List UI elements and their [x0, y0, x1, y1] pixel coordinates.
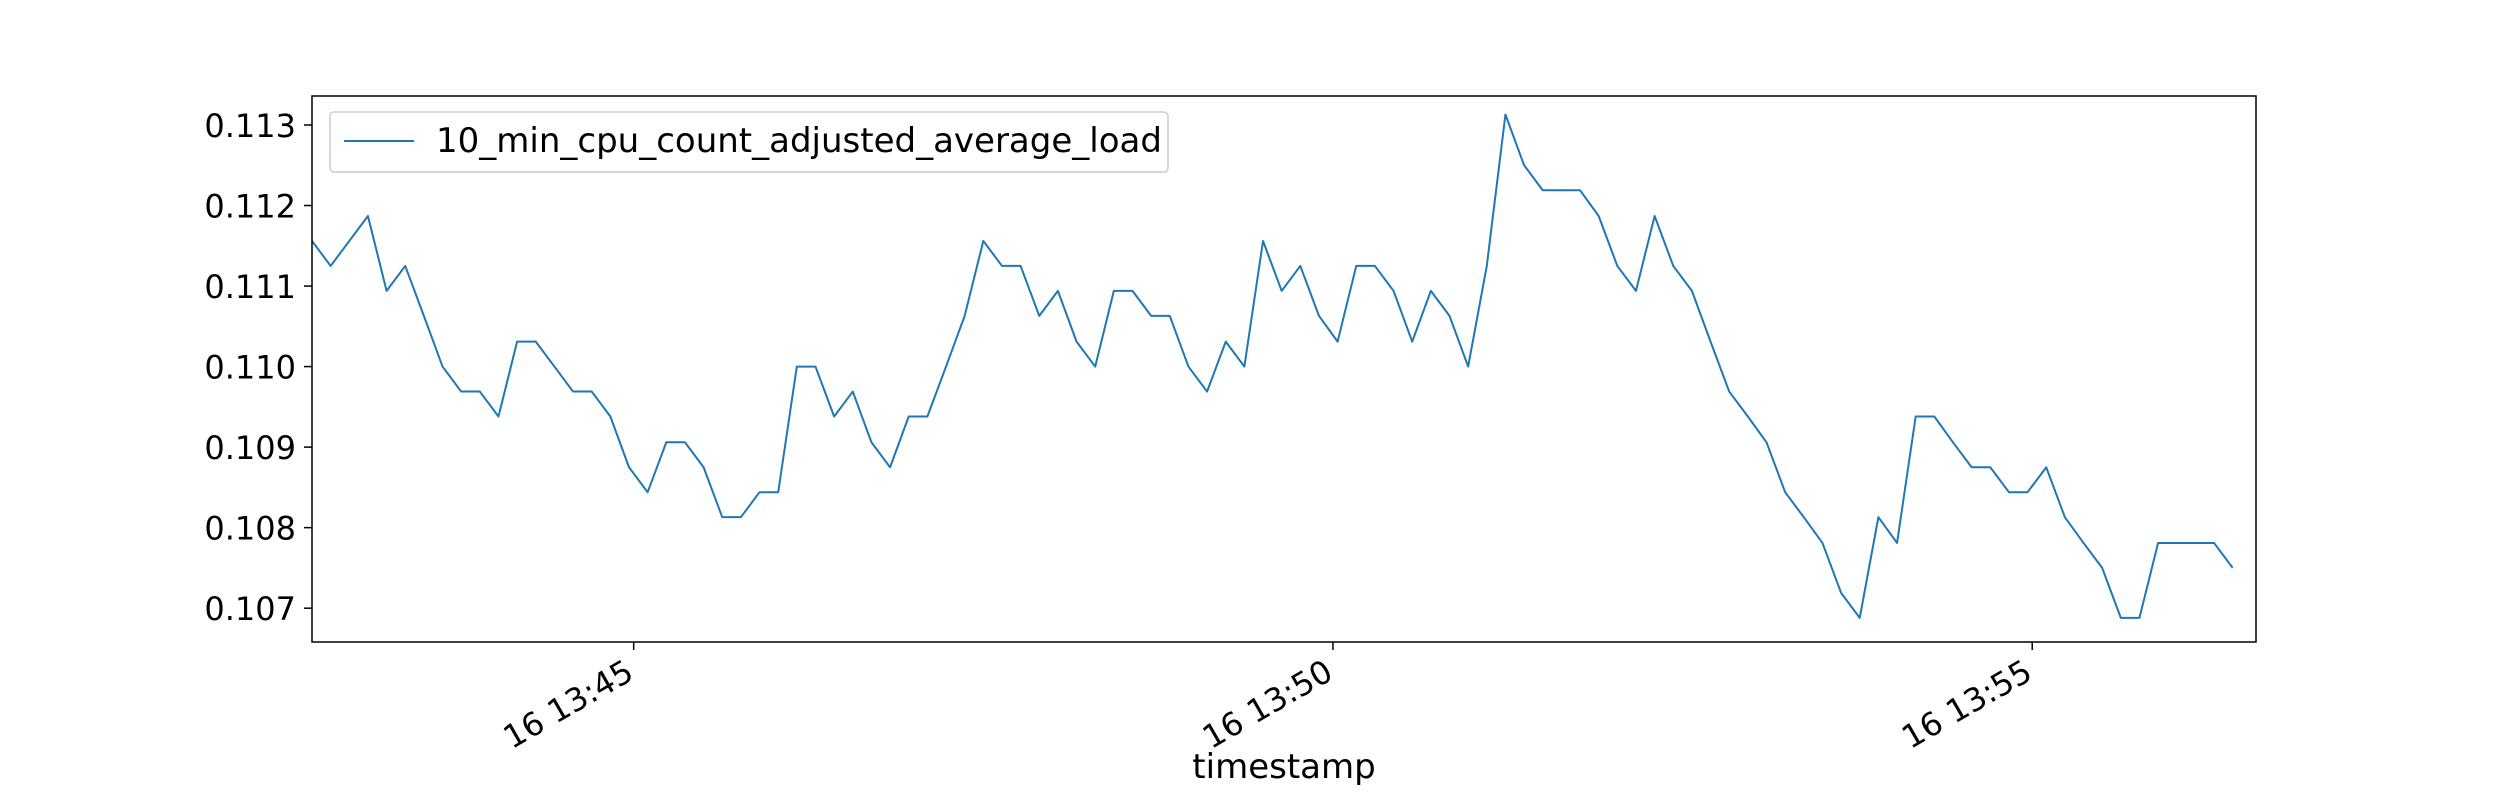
y-tick-label: 0.107 — [204, 590, 296, 628]
x-axis-label: timestamp — [1192, 747, 1375, 787]
y-axis: 0.107 0.108 0.109 0.110 0.111 0.112 0.113 — [204, 107, 312, 628]
x-axis: 16 13:45 16 13:50 16 13:55 — [497, 642, 2038, 756]
plot-frame — [311, 95, 2257, 643]
legend-box — [329, 111, 1169, 173]
series-layer — [312, 113, 2234, 619]
y-tick-label: 0.111 — [204, 268, 296, 306]
legend: 10_min_cpu_count_adjusted_average_load — [329, 111, 1169, 173]
legend-label: 10_min_cpu_count_adjusted_average_load — [436, 121, 1162, 161]
x-tick-label: 16 13:55 — [1895, 652, 2038, 756]
y-tick-label: 0.109 — [204, 429, 296, 467]
x-tick-label: 16 13:45 — [497, 652, 640, 756]
y-tick-label: 0.108 — [204, 510, 296, 548]
series-line — [312, 113, 2234, 619]
y-tick-label: 0.113 — [204, 107, 296, 145]
y-tick-label: 0.112 — [204, 188, 296, 226]
plot-area-background — [312, 96, 2256, 642]
y-tick-label: 0.110 — [204, 349, 296, 387]
x-tick-label: 16 13:50 — [1196, 652, 1339, 756]
series-group — [312, 113, 2234, 619]
